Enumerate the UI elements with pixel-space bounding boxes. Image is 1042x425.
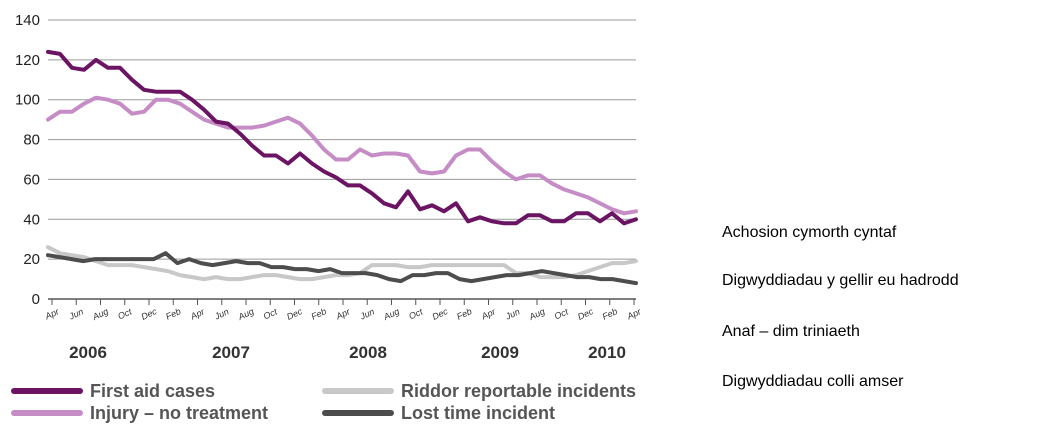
x-tick-label: Feb (164, 306, 182, 322)
year-label: 2008 (349, 343, 387, 362)
year-label: 2010 (588, 343, 626, 362)
y-tick-label: 60 (23, 171, 40, 188)
x-tick-label: Dec (431, 306, 450, 322)
welsh-legend-first-aid: Achosion cymorth cyntaf (722, 224, 897, 241)
y-tick-label: 140 (15, 12, 40, 29)
x-tick-label: Feb (601, 306, 619, 322)
y-tick-label: 80 (23, 132, 40, 149)
x-tick-label: Aug (90, 306, 110, 322)
x-tick-label: Apr (334, 306, 353, 322)
welsh-legend-injury: Anaf – dim triniaeth (722, 323, 860, 340)
x-tick-label: Aug (236, 306, 256, 322)
x-tick-label: Dec (576, 306, 595, 322)
y-tick-label: 100 (15, 92, 40, 109)
legend-label: Riddor reportable incidents (401, 381, 636, 401)
legend-label: Lost time incident (401, 403, 555, 423)
y-tick-label: 40 (23, 211, 40, 228)
x-tick-label: Aug (527, 306, 547, 322)
x-tick-label: Dec (285, 306, 304, 322)
x-tick-label: Oct (553, 306, 570, 321)
line-chart: 0 20 40 60 80 100 120 140 Apr Jun Aug Oct Dec Feb Apr J… (11, 12, 644, 423)
y-tick-label: 120 (15, 52, 40, 69)
x-tick-label: Apr (188, 306, 207, 322)
x-tick-label: Jun (212, 306, 230, 322)
series-line (46, 49, 638, 226)
series-line (46, 95, 638, 216)
series-line (46, 251, 638, 286)
x-tick-label: Dec (140, 306, 159, 322)
y-tick-label: 0 (32, 291, 40, 308)
x-tick-label: Apr (625, 306, 644, 322)
x-tick-label: Oct (116, 306, 133, 321)
x-tick-label: Feb (455, 306, 473, 322)
welsh-legend-lost-time: Digwyddiadau colli amser (722, 373, 904, 390)
x-tick-label: Jun (358, 306, 376, 322)
year-label: 2007 (212, 343, 250, 362)
x-tick-label: Jun (67, 306, 85, 322)
x-tick-label: Apr (479, 306, 498, 322)
year-label: 2006 (69, 343, 107, 362)
legend-label: First aid cases (90, 381, 215, 401)
x-tick-label: Oct (407, 306, 424, 321)
x-tick-label: Jun (503, 306, 521, 322)
x-tick-label: Oct (262, 306, 279, 321)
x-tick-label: Feb (310, 306, 328, 322)
legend-label: Injury – no treatment (90, 403, 268, 423)
x-tick-label: Apr (43, 306, 62, 322)
y-tick-label: 20 (23, 251, 40, 268)
year-label: 2009 (481, 343, 519, 362)
welsh-legend-riddor: Digwyddiadau y gellir eu hadrodd (722, 272, 959, 289)
x-tick-label: Aug (381, 306, 401, 322)
